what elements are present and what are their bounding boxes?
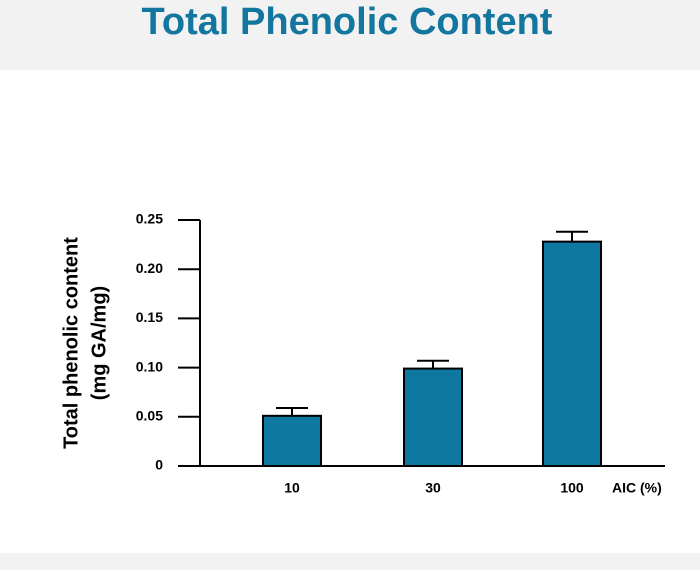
header-band [0,0,700,70]
y-tick-label: 0.05 [136,408,163,424]
bar [542,240,602,467]
y-tick-label: 0.20 [136,260,163,276]
y-tick-label: 0.10 [136,358,163,374]
chart-title: Total Phenolic Content [142,1,553,43]
y-axis-label: (mg GA/mg) [88,286,110,400]
x-tick-label: 100 [560,480,584,496]
y-axis-label: Total phenolic content [60,237,82,449]
y-tick-label: 0.25 [136,211,163,227]
y-tick-label: 0.15 [136,309,163,325]
x-tick-label: 10 [284,480,300,496]
bar [262,414,322,468]
x-tick-label: 30 [425,480,441,496]
footer-band [0,553,700,570]
y-tick-label: 0 [155,457,163,473]
bar [403,367,463,468]
x-axis-label: AIC (%) [612,480,662,496]
